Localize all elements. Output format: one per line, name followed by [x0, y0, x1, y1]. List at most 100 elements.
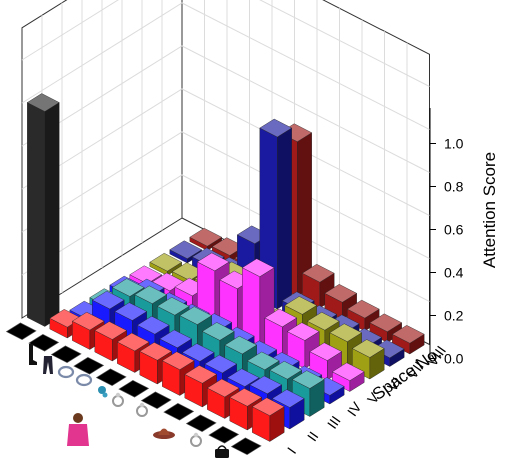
bar-top-face — [114, 302, 148, 321]
z-tick-label: 0.2 — [444, 308, 464, 324]
bar-top-face — [161, 351, 195, 370]
bar-top-face — [324, 284, 358, 303]
bar — [189, 227, 223, 251]
z-tick-label: 1.0 — [444, 136, 464, 152]
bar-front-face — [27, 102, 45, 327]
bar — [149, 252, 183, 276]
bar — [184, 365, 218, 408]
bar-top-face — [26, 93, 60, 112]
floor-tile — [208, 426, 240, 444]
grid-line — [21, 88, 430, 216]
bar-top-face — [91, 290, 125, 310]
earring-icon — [98, 386, 108, 398]
bracelet-icon — [75, 373, 93, 387]
floor-tile — [118, 380, 150, 398]
bar-top-face — [351, 339, 385, 358]
z-tick-label: 0.4 — [444, 265, 464, 281]
bar-top-face — [259, 118, 293, 138]
floor-tile — [95, 368, 127, 386]
bar-top-face — [249, 375, 283, 395]
bar-top-face — [179, 306, 213, 325]
grid-line — [21, 0, 430, 87]
bar-top-face — [329, 323, 363, 342]
bar-top-face — [306, 311, 340, 331]
bar-top-face — [159, 329, 193, 349]
bar-top-face — [134, 285, 168, 304]
space-tick-label: II — [304, 429, 322, 445]
bar-top-face — [116, 332, 150, 352]
bar-top-face — [169, 240, 203, 259]
grid-line — [21, 2, 430, 130]
trousers-icon — [43, 356, 53, 374]
bar-top-face — [201, 322, 235, 341]
bar-top-face — [224, 335, 258, 355]
bar — [116, 332, 150, 373]
bar-top-face — [269, 360, 303, 380]
ring-icon — [112, 392, 124, 407]
grid-line — [21, 174, 430, 302]
bar-top-face — [271, 389, 305, 408]
floor-tile — [185, 414, 217, 432]
bar-top-face — [184, 365, 218, 384]
z-tick-label: 0.0 — [444, 351, 464, 367]
bar-right-face — [44, 102, 60, 327]
z-axis-ticks: 0.0 0.2 0.4 0.6 0.8 1.0 — [429, 108, 464, 367]
bar-top-face — [331, 362, 365, 381]
z-axis-title: Attention Score — [480, 152, 499, 268]
floor-tile — [230, 437, 262, 455]
bar-top-face — [286, 322, 320, 341]
space-tick-label: IV — [344, 399, 365, 420]
floor-tile — [140, 391, 172, 409]
bracelet-icon — [57, 365, 75, 379]
woman-photo-icon — [67, 413, 89, 446]
bar-top-face — [309, 342, 343, 361]
bar — [391, 325, 425, 355]
bar-top-face — [204, 354, 238, 374]
floor-tile — [163, 403, 195, 421]
bar-top-face — [139, 342, 173, 361]
bar-top-face — [391, 325, 425, 344]
bar-top-face — [284, 296, 318, 315]
boots-icon — [29, 344, 37, 365]
bar-top-face — [71, 311, 105, 331]
bar-top-face — [291, 370, 325, 389]
grid-line — [21, 45, 430, 173]
ring-icon — [136, 402, 148, 417]
z-tick-label: 0.6 — [444, 222, 464, 238]
bar-top-face — [206, 378, 240, 398]
bar-top-face — [196, 252, 230, 272]
bar-top-face — [189, 227, 223, 247]
bar-top-face — [94, 321, 128, 340]
chart-bars — [26, 93, 425, 442]
grid-line — [21, 131, 430, 259]
bar-top-face — [346, 299, 380, 319]
bar-top-face — [301, 263, 335, 283]
category-icons — [29, 344, 229, 458]
bar-right-face — [277, 127, 292, 310]
bar-top-face — [264, 308, 298, 328]
bar-top-face — [181, 343, 215, 362]
bar-top-face — [156, 297, 190, 316]
hat-icon — [153, 428, 175, 439]
floor-tiles — [5, 322, 262, 455]
ring-icon — [190, 432, 202, 447]
bar — [369, 313, 403, 343]
bar-top-face — [251, 397, 285, 416]
floor-tile — [28, 334, 60, 352]
bar-top-face — [226, 368, 260, 387]
bar-top-face — [111, 278, 145, 297]
bar-top-face — [129, 265, 163, 284]
floor-tile — [73, 357, 105, 375]
bar-top-face — [136, 315, 170, 335]
bar — [251, 397, 285, 442]
z-tick-label: 0.8 — [444, 179, 464, 195]
space-tick-label: I — [284, 444, 299, 456]
handbag-icon — [215, 445, 229, 458]
bar-top-face — [229, 388, 263, 407]
bar — [26, 93, 60, 327]
floor-tile — [5, 322, 37, 340]
bar — [331, 362, 365, 392]
floor-tile — [50, 345, 82, 363]
